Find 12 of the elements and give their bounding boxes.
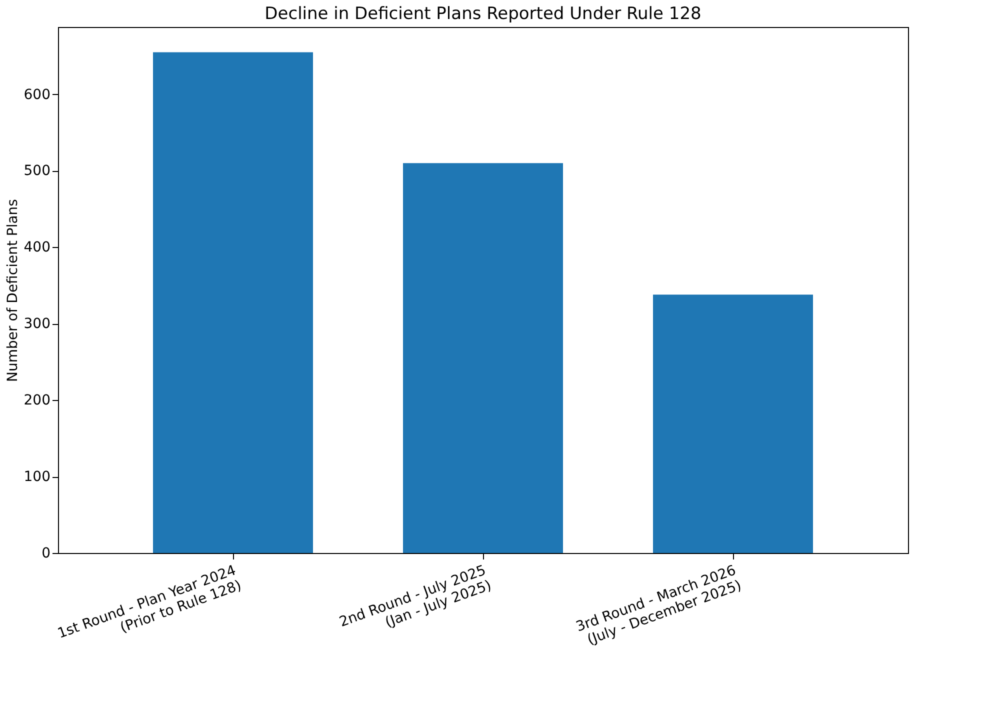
y-tick-label: 400 [24,240,50,256]
y-tick-label: 500 [24,163,50,180]
y-tick-label: 600 [24,86,50,103]
y-tick-label: 0 [42,546,50,562]
bar [653,294,813,553]
bar [403,163,563,553]
y-tick-label: 100 [24,469,50,486]
y-tick-label: 200 [24,392,50,409]
chart-title: Decline in Deficient Plans Reported Under Rule 128 [264,4,702,24]
y-tick-label: 300 [24,316,50,332]
y-axis-title: Number of Deficient Plans [4,199,21,382]
bar [153,52,313,553]
